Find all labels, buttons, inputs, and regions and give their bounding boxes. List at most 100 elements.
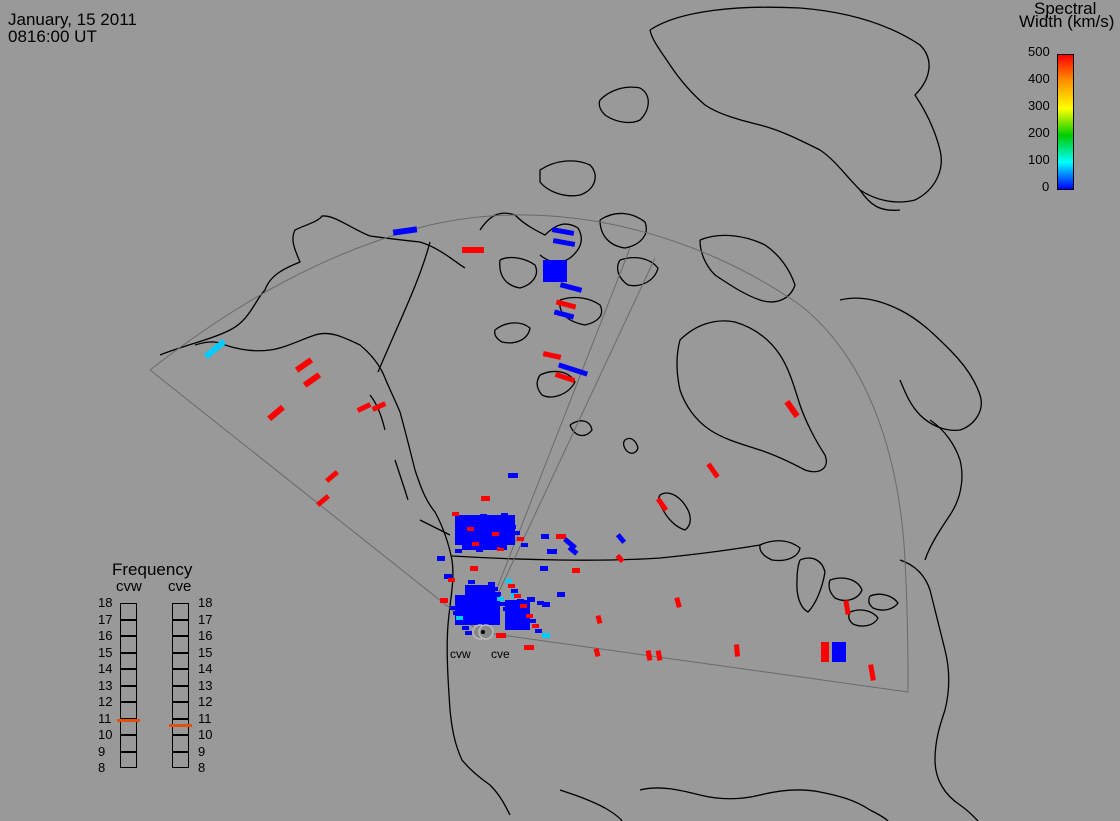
scatter-cell: [655, 650, 663, 661]
frequency-tick-left: 12: [98, 694, 113, 709]
frequency-column-cve-cell: [172, 652, 189, 669]
scatter-cell: [541, 534, 549, 539]
frequency-tick-left: 14: [98, 661, 113, 676]
frequency-tick-right: 13: [198, 677, 213, 693]
scatter-cell: [452, 512, 459, 516]
frequency-radar-left: cvw: [116, 578, 142, 595]
scatter-cell: [460, 524, 467, 528]
scatter-cell: [615, 533, 627, 544]
scatter-cell: [371, 401, 387, 412]
scatter-cell: [459, 621, 466, 625]
scatter-cell: [821, 642, 829, 662]
time-label: 0816:00 UT: [8, 27, 97, 46]
scatter-cell: [556, 534, 566, 539]
scatter-cell: [555, 299, 577, 310]
scatter-cell: [674, 597, 682, 608]
scatter-cell: [532, 624, 539, 628]
scatter-cell: [554, 372, 576, 383]
frequency-column-cve-cell: [172, 619, 189, 636]
backscatter-layer: [203, 226, 876, 681]
scatter-cell: [513, 531, 520, 535]
frequency-tick-left: 18: [98, 595, 113, 610]
scatter-cell: [524, 645, 534, 650]
scatter-cell: [514, 594, 521, 598]
scatter-cell: [521, 543, 528, 547]
scatter-cell: [501, 513, 508, 517]
scatter-cell: [468, 536, 475, 540]
frequency-tick-right: 9: [198, 743, 206, 759]
frequency-column-cvw-cell: [120, 702, 137, 719]
scatter-cell: [503, 607, 510, 611]
scatter-cell: [595, 614, 603, 625]
colorbar-tick: 0: [1042, 179, 1050, 194]
frequency-tick-right: 17: [198, 611, 213, 627]
frequency-tick-right: 16: [198, 628, 213, 643]
scatter-cell: [294, 357, 314, 373]
scatter-cell: [543, 260, 567, 282]
frequency-tick-left: 9: [98, 743, 106, 759]
scatter-cell: [467, 527, 474, 531]
frequency-tick-left: 11: [98, 710, 112, 726]
frequency-column-cvw-cell: [120, 619, 137, 636]
scatter-cell: [267, 404, 285, 422]
scatter-cell: [465, 631, 472, 635]
scatter-cell: [506, 612, 513, 616]
scatter-cell: [843, 600, 851, 615]
scatter-cell: [471, 585, 478, 589]
coastlines: [159, 6, 982, 821]
scatter-cell: [493, 541, 500, 545]
scatter-cell: [615, 553, 625, 564]
scatter-cell: [567, 545, 579, 556]
scatter-cell: [477, 595, 484, 599]
scatter-cell: [655, 497, 669, 512]
scatter-cell: [488, 526, 495, 530]
frequency-radar-right: cve: [168, 578, 192, 595]
scatter-cell: [500, 544, 507, 548]
frequency-tick-right: 10: [198, 727, 213, 742]
scatter-cell: [508, 584, 515, 588]
scatter-cell: [472, 542, 479, 546]
colorbar-title-1: Spectral: [1034, 0, 1097, 18]
scatter-cell: [542, 602, 550, 607]
scatter-cell: [559, 282, 583, 293]
frequency-column-cve-cell: [172, 669, 189, 686]
scatter-cell: [444, 574, 452, 579]
scatter-cell: [537, 601, 544, 605]
frequency-tick-left: 13: [98, 677, 113, 693]
frequency-column-cve-cell: [172, 702, 189, 719]
scatter-cell: [492, 532, 499, 536]
frequency-tick-left: 15: [98, 644, 113, 660]
colorbar-tick: 200: [1028, 125, 1050, 140]
scatter-cell: [542, 351, 562, 360]
scatter-cell: [517, 599, 524, 603]
scatter-cell: [552, 238, 576, 247]
scatter-cell: [463, 521, 470, 525]
frequency-column-cvw-cell: [120, 669, 137, 686]
scatter-cell: [557, 362, 589, 377]
scatter-cell: [489, 535, 496, 539]
scatter-cluster: [470, 540, 500, 550]
scatter-cell: [784, 399, 800, 419]
scatter-cell: [529, 619, 536, 623]
scatter-cell: [517, 537, 524, 541]
scatter-cell: [733, 644, 741, 657]
frequency-column-cvw-cell: [120, 751, 137, 768]
scatter-cell: [464, 530, 471, 534]
scatter-cell: [553, 309, 575, 320]
scatter-cell: [316, 494, 330, 507]
frequency-column-cve-cell: [172, 636, 189, 653]
date-label: January, 15 2011: [8, 10, 137, 29]
scatter-cell: [508, 473, 518, 478]
scatter-cell: [453, 611, 460, 615]
frequency-column-cvw-cell: [120, 652, 137, 669]
frequency-tick-right: 12: [198, 694, 213, 709]
scatter-cell: [302, 372, 322, 388]
scatter-cell: [526, 614, 533, 618]
scatter-cell: [480, 514, 487, 518]
scatter-cell: [497, 547, 504, 551]
frequency-tick-left: 17: [98, 611, 113, 627]
frequency-column-cvw-cell: [120, 735, 137, 752]
frequency-column-cvw-cell: [120, 636, 137, 653]
frequency-column-cve-cell: [172, 685, 189, 702]
